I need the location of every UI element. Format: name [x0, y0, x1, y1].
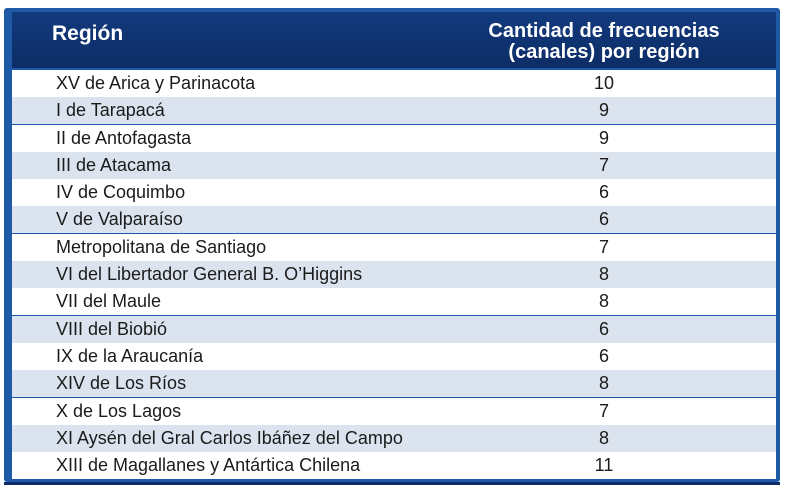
region-cell: III de Atacama — [56, 154, 172, 175]
count-cell: 8 — [598, 427, 609, 448]
count-cell: 11 — [594, 455, 614, 476]
count-cell: 7 — [598, 400, 609, 421]
header-region: Región — [52, 22, 124, 45]
table-row: XI Aysén del Gral Carlos Ibáñez del Camp… — [12, 424, 776, 452]
region-cell: XV de Arica y Parinacota — [56, 73, 256, 93]
header-count-line2: (canales) por región — [508, 41, 700, 63]
table-row: X de Los Lagos 7 — [12, 397, 776, 425]
count-cell: 6 — [598, 182, 609, 203]
table-header: Región Cantidad de frecuencias (canales)… — [12, 12, 776, 68]
table-row: IX de la Araucanía 6 — [12, 342, 776, 370]
table-row: XIV de Los Ríos 8 — [12, 370, 776, 398]
table-row: I de Tarapacá 9 — [12, 97, 776, 125]
table-row: III de Atacama 7 — [12, 151, 776, 179]
region-cell: VI del Libertador General B. O’Higgins — [56, 264, 363, 285]
table-row: XV de Arica y Parinacota 10 — [12, 70, 776, 97]
count-cell: 7 — [598, 154, 609, 175]
count-cell: 8 — [598, 264, 609, 285]
region-cell: IX de la Araucanía — [56, 345, 204, 366]
region-cell: IV de Coquimbo — [56, 182, 186, 203]
table-row: VI del Libertador General B. O’Higgins 8 — [12, 261, 776, 289]
region-cell: XI Aysén del Gral Carlos Ibáñez del Camp… — [56, 427, 403, 448]
count-cell: 9 — [598, 100, 609, 121]
count-cell: 10 — [593, 73, 615, 93]
table-row: VII del Maule 8 — [12, 288, 776, 316]
table-row: VIII del Biobió 6 — [12, 315, 776, 343]
count-cell: 6 — [598, 345, 609, 366]
table-row: IV de Coquimbo 6 — [12, 179, 776, 207]
region-cell: VIII del Biobió — [56, 318, 168, 339]
table-row: V de Valparaíso 6 — [12, 206, 776, 234]
table-body: XV de Arica y Parinacota 10 I de Tarapacá… — [12, 70, 776, 480]
table-row: Metropolitana de Santiago 7 — [12, 233, 776, 261]
count-cell: 8 — [598, 373, 609, 394]
table-row: II de Antofagasta 9 — [12, 124, 776, 152]
count-cell: 8 — [598, 291, 609, 312]
region-cell: V de Valparaíso — [56, 209, 183, 230]
table-row: XIII de Magallanes y Antártica Chilena 11 — [12, 452, 776, 480]
header-count: Cantidad de frecuencias (canales) por re… — [468, 21, 740, 63]
region-cell: VII del Maule — [56, 291, 162, 312]
table-bottom-border — [4, 482, 780, 485]
header-count-line1: Cantidad de frecuencias — [488, 20, 720, 42]
region-cell: II de Antofagasta — [56, 127, 192, 148]
count-cell: 9 — [598, 127, 609, 148]
region-cell: Metropolitana de Santiago — [56, 236, 267, 257]
count-cell: 6 — [598, 209, 609, 230]
count-cell: 6 — [598, 318, 609, 339]
region-cell: XIII de Magallanes y Antártica Chilena — [56, 455, 361, 476]
region-cell: XIV de Los Ríos — [56, 373, 187, 394]
count-cell: 7 — [598, 236, 609, 257]
region-cell: X de Los Lagos — [56, 400, 182, 421]
region-cell: I de Tarapacá — [56, 100, 165, 121]
